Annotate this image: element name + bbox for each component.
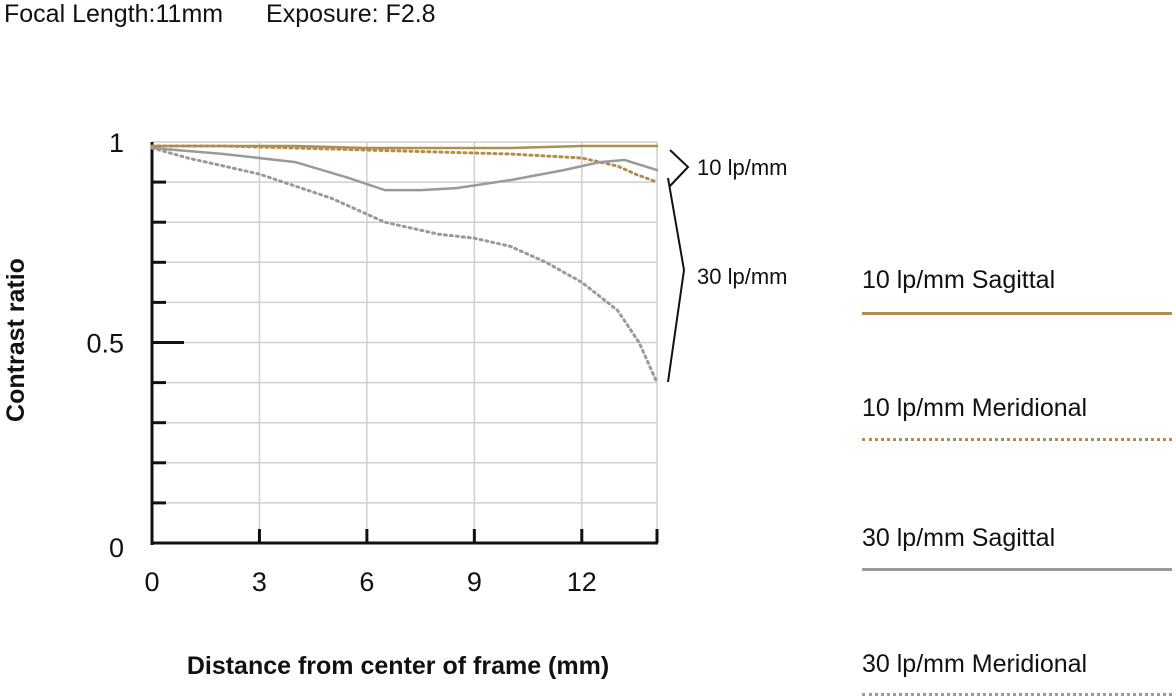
focal-length-label: Focal Length:11mm — [4, 0, 224, 28]
series-10-meridional — [150, 144, 659, 184]
x-tick-label: 3 — [252, 567, 267, 597]
y-tick-label: 1 — [109, 128, 124, 158]
x-tick-label: 12 — [567, 567, 597, 597]
series-30-sagittal — [150, 146, 659, 192]
y-tick-label: 0.5 — [86, 329, 124, 359]
legend-swatch-dotted-gold — [862, 438, 1172, 441]
bracket-10-lpmm — [669, 149, 690, 187]
bracket-label-10-lpmm: 10 lp/mm — [697, 155, 787, 180]
legend-label: 10 lp/mm Sagittal — [862, 266, 1056, 294]
x-tick-label: 0 — [144, 567, 159, 597]
x-tick-label: 9 — [467, 567, 482, 597]
legend-swatch-solid-gray — [862, 568, 1172, 571]
y-tick-label: 0 — [109, 533, 124, 563]
legend-label: 10 lp/mm Meridional — [862, 394, 1088, 422]
mtf-chart: 0 3 6 9 12 1 0.5 0 Distance from center of frame… — [2, 128, 787, 680]
x-tick-label: 6 — [359, 567, 374, 597]
legend-item-30-meridional: 30 lp/mm Meridional — [862, 650, 1172, 696]
chart-header: Focal Length:11mm Exposure: F2.8 — [4, 0, 436, 29]
legend-label: 30 lp/mm Sagittal — [862, 524, 1056, 552]
y-axis-label: Contrast ratio — [2, 258, 30, 422]
legend-swatch-solid-gold — [862, 312, 1172, 315]
bracket-label-30-lpmm: 30 lp/mm — [697, 264, 787, 289]
legend-swatch-dotted-gray — [862, 693, 1172, 696]
x-axis-label: Distance from center of frame (mm) — [187, 652, 609, 680]
series-30-meridional — [150, 146, 659, 385]
legend-label: 30 lp/mm Meridional — [862, 650, 1088, 678]
bracket-30-lpmm — [667, 177, 686, 383]
legend-item-10-meridional: 10 lp/mm Meridional — [862, 394, 1172, 441]
exposure-label: Exposure: F2.8 — [266, 0, 436, 28]
legend-item-10-sagittal: 10 lp/mm Sagittal — [862, 266, 1172, 315]
legend-item-30-sagittal: 30 lp/mm Sagittal — [862, 524, 1172, 571]
